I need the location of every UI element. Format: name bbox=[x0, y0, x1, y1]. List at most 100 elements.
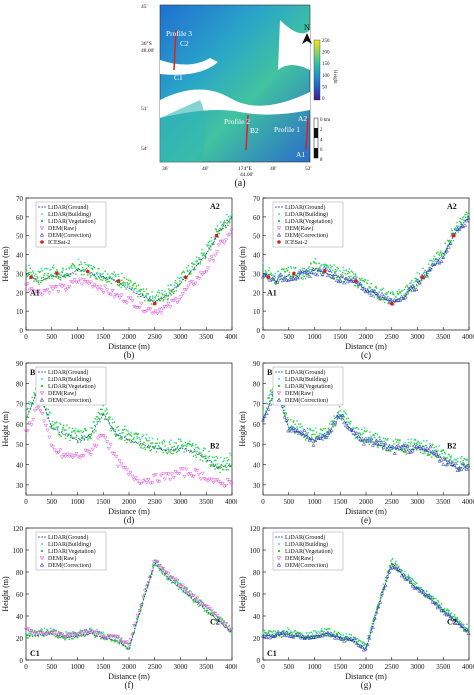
building-point bbox=[229, 217, 231, 220]
dem-raw-point bbox=[169, 575, 175, 580]
vegetation-point bbox=[438, 253, 440, 255]
vegetation-point bbox=[106, 412, 109, 414]
vegetation-point bbox=[92, 421, 95, 423]
vegetation-point bbox=[48, 411, 51, 413]
vegetation-point bbox=[168, 578, 171, 581]
legend: LiDAR(Ground)LiDAR(Building)LiDAR(Vegeta… bbox=[272, 366, 344, 406]
dem-raw-point bbox=[195, 469, 200, 473]
vegetation-point bbox=[358, 285, 360, 287]
building-point bbox=[213, 456, 216, 459]
dem-raw-point bbox=[211, 481, 216, 485]
dem-correction-point bbox=[462, 465, 467, 470]
dem-correction-point bbox=[434, 257, 439, 262]
vegetation-point bbox=[223, 457, 226, 460]
lon-tick-label: 52' bbox=[305, 166, 312, 172]
dem-correction-point bbox=[381, 445, 386, 449]
dem-correction-point bbox=[304, 268, 309, 273]
vegetation-point bbox=[58, 631, 60, 633]
vegetation-point bbox=[92, 631, 94, 634]
dem-correction-point bbox=[300, 269, 305, 273]
building-point bbox=[25, 261, 27, 264]
dem-raw-point bbox=[133, 306, 138, 310]
vegetation-point bbox=[50, 274, 53, 276]
vegetation-point bbox=[194, 454, 197, 457]
dem-raw-point bbox=[200, 273, 205, 277]
vegetation-point bbox=[41, 270, 43, 272]
vegetation-point bbox=[70, 266, 72, 268]
building-point bbox=[130, 431, 132, 434]
panel-label: (e) bbox=[361, 515, 371, 525]
vegetation-point bbox=[271, 397, 273, 400]
vegetation-point bbox=[426, 590, 428, 592]
y-axis-label: Height (m) bbox=[1, 411, 10, 447]
vegetation-point bbox=[179, 280, 181, 282]
building-point bbox=[293, 631, 295, 634]
building-point bbox=[459, 223, 462, 226]
legend-vegetation-icon bbox=[278, 220, 280, 222]
vegetation-point bbox=[314, 433, 316, 436]
vegetation-point bbox=[45, 267, 48, 270]
colorbar-tick-label: 0 bbox=[322, 97, 325, 102]
building-point bbox=[188, 269, 191, 272]
dem-raw-point bbox=[25, 429, 30, 433]
building-point bbox=[367, 634, 369, 637]
dem-correction-point bbox=[293, 427, 298, 432]
dem-correction-point bbox=[306, 269, 311, 274]
vegetation-point bbox=[189, 594, 191, 596]
dem-correction-point bbox=[408, 284, 413, 289]
vegetation-point bbox=[157, 295, 159, 297]
vegetation-point bbox=[270, 630, 272, 632]
vegetation-point bbox=[272, 277, 275, 280]
vegetation-point bbox=[138, 436, 140, 439]
y-tick-label: 70 bbox=[16, 195, 24, 203]
vegetation-point bbox=[30, 401, 32, 404]
vegetation-point bbox=[35, 631, 37, 633]
vegetation-point bbox=[359, 434, 362, 436]
vegetation-point bbox=[126, 441, 128, 444]
building-point bbox=[179, 276, 182, 279]
dem-correction-point bbox=[268, 635, 273, 640]
vegetation-point bbox=[176, 451, 178, 453]
vegetation-point bbox=[87, 265, 90, 268]
building-point bbox=[198, 599, 200, 601]
vegetation-point bbox=[116, 279, 118, 282]
vegetation-point bbox=[333, 630, 336, 632]
vegetation-point bbox=[85, 267, 88, 270]
vegetation-point bbox=[82, 266, 84, 269]
vegetation-point bbox=[188, 273, 190, 276]
vegetation-point bbox=[198, 258, 200, 261]
vegetation-point bbox=[58, 273, 61, 276]
vegetation-point bbox=[339, 639, 341, 641]
vegetation-point bbox=[305, 437, 307, 439]
vegetation-point bbox=[82, 634, 85, 637]
building-point bbox=[265, 633, 267, 635]
vegetation-point bbox=[134, 287, 136, 290]
profile-2-line bbox=[245, 114, 249, 151]
building-point bbox=[441, 452, 444, 455]
vegetation-point bbox=[114, 433, 116, 435]
vegetation-point bbox=[27, 634, 29, 636]
vegetation-point bbox=[152, 564, 155, 567]
dem-correction-point bbox=[291, 426, 296, 430]
vegetation-point bbox=[99, 273, 101, 275]
vegetation-point bbox=[426, 275, 429, 277]
vegetation-point bbox=[467, 467, 469, 470]
vegetation-point bbox=[398, 449, 400, 451]
vegetation-point bbox=[25, 422, 27, 425]
dem-raw-point bbox=[34, 290, 39, 294]
vegetation-point bbox=[286, 270, 288, 272]
legend-entry: LiDAR(Vegetation) bbox=[48, 383, 96, 390]
dem-raw-point bbox=[78, 456, 83, 460]
dem-raw-point bbox=[218, 240, 223, 244]
vegetation-point bbox=[226, 457, 228, 459]
vegetation-point bbox=[89, 276, 91, 278]
vegetation-point bbox=[272, 279, 274, 281]
vegetation-point bbox=[151, 565, 154, 568]
dem-raw-point bbox=[229, 627, 234, 632]
vegetation-point bbox=[269, 390, 272, 393]
vegetation-point bbox=[65, 268, 67, 270]
icesat-point bbox=[266, 275, 270, 279]
vegetation-point bbox=[113, 430, 115, 432]
vegetation-point bbox=[129, 434, 132, 436]
vegetation-point bbox=[185, 447, 187, 450]
